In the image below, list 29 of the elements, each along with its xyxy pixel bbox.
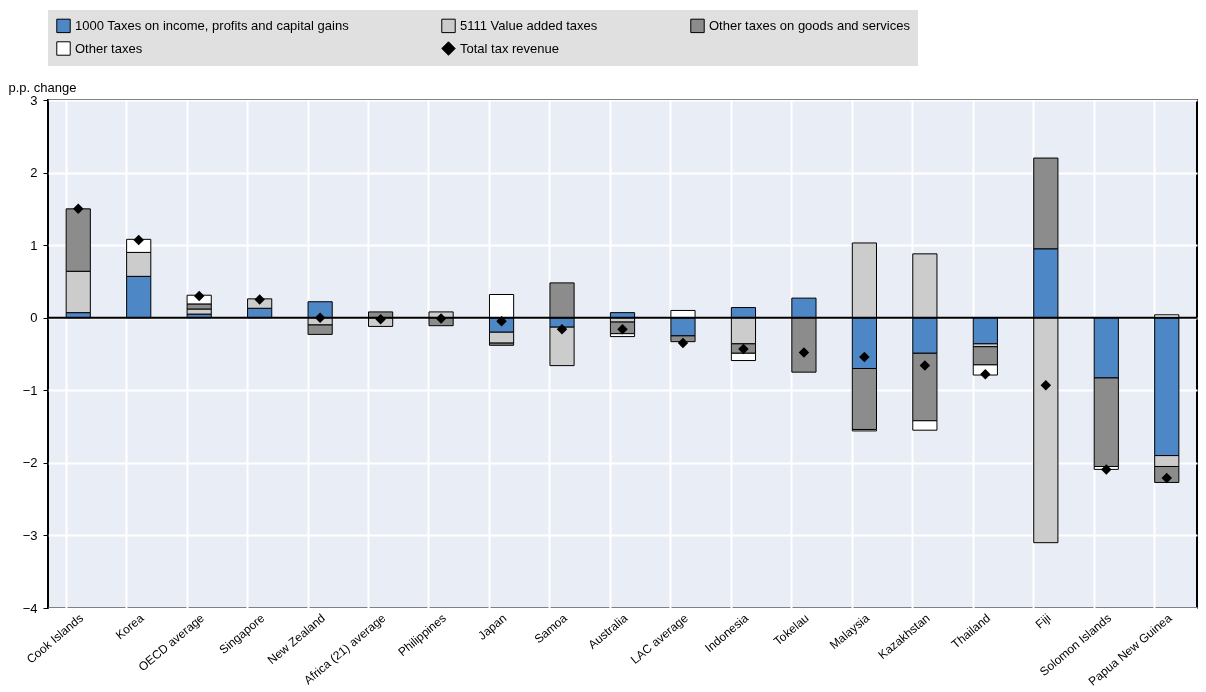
point <box>72 203 84 215</box>
y-tick-label: −4 <box>22 600 38 616</box>
point <box>556 324 568 335</box>
point <box>677 337 689 349</box>
y-tick-label: 1 <box>30 237 38 253</box>
y-tick-label: 0 <box>30 310 38 326</box>
y-axis-title: p.p. change <box>8 79 77 95</box>
y-tick-label: −2 <box>22 455 38 471</box>
legend-label: 1000 Taxes on income, profits and capital gains <box>75 17 350 33</box>
legend-label: Other taxes <box>75 40 143 56</box>
point <box>919 360 931 371</box>
point <box>738 343 749 355</box>
point <box>859 351 870 363</box>
y-tick-label: −3 <box>22 527 38 543</box>
legend-label: 5111 Value added taxes <box>460 17 598 33</box>
y-tick-label: 2 <box>30 165 38 181</box>
point <box>314 312 326 323</box>
point <box>193 290 205 302</box>
x-tick-label: Fiji <box>1032 610 1054 632</box>
point <box>1101 464 1112 475</box>
point <box>375 313 386 325</box>
point <box>254 294 265 305</box>
y-tick-label: −1 <box>22 382 38 398</box>
legend-label: Other taxes on goods and services <box>709 17 911 33</box>
point <box>798 347 810 358</box>
point <box>435 313 447 324</box>
legend-label: Total tax revenue <box>460 40 560 56</box>
point <box>1040 379 1052 391</box>
y-tick-label: 3 <box>30 92 38 108</box>
